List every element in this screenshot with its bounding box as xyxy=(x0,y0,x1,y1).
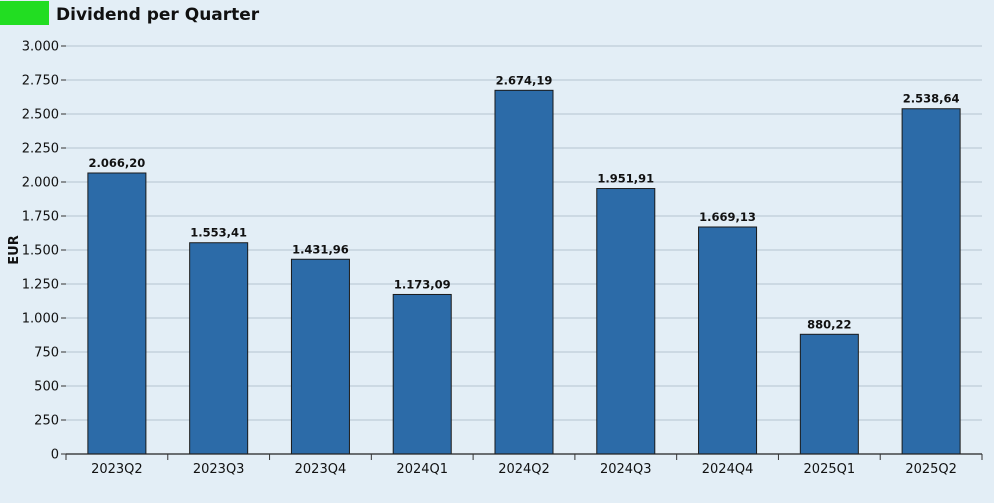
y-tick-label: 1.750 xyxy=(22,210,59,225)
y-tick-label: 250 xyxy=(34,414,59,429)
x-tick-label: 2023Q4 xyxy=(295,462,347,477)
bar-2024Q3 xyxy=(596,188,656,455)
bar-2023Q3 xyxy=(189,242,249,455)
bar-2023Q4 xyxy=(290,258,350,455)
y-tick-label: 1.500 xyxy=(22,244,59,259)
y-tick-label: 3.000 xyxy=(22,40,59,55)
y-tick-label: 2.500 xyxy=(22,108,59,123)
data-label: 2.066,20 xyxy=(89,156,146,170)
data-label: 1.431,96 xyxy=(292,242,349,256)
y-axis: 0 250 500 750 1.000 1.250 1.500 1.750 2.000 2.250… xyxy=(7,40,66,463)
data-label: 1.553,41 xyxy=(190,226,247,240)
bar-2024Q1 xyxy=(392,293,452,455)
x-tick-label: 2024Q3 xyxy=(600,462,652,477)
bar-2023Q2 xyxy=(87,172,147,455)
x-tick-label: 2024Q1 xyxy=(396,462,448,477)
bar-2024Q2 xyxy=(494,89,554,455)
x-tick-label: 2024Q4 xyxy=(702,462,754,477)
chart-title: Dividend per Quarter xyxy=(56,5,260,25)
chart-header: Dividend per Quarter xyxy=(0,0,994,28)
data-label: 1.669,13 xyxy=(699,210,756,224)
y-tick-label: 2.750 xyxy=(22,74,59,89)
x-tick-label: 2025Q2 xyxy=(905,462,957,477)
data-label: 2.674,19 xyxy=(496,73,553,87)
bar-2024Q4 xyxy=(698,226,758,455)
x-tick-label: 2023Q2 xyxy=(91,462,143,477)
x-tick-label: 2025Q1 xyxy=(804,462,856,477)
data-label: 880,22 xyxy=(807,317,851,331)
y-tick-label: 2.250 xyxy=(22,142,59,157)
y-tick-label: 750 xyxy=(34,346,59,361)
x-tick-label: 2023Q3 xyxy=(193,462,245,477)
bar-2025Q1 xyxy=(799,333,859,455)
title-color-swatch xyxy=(0,1,49,25)
bars xyxy=(87,89,961,455)
y-tick-label: 2.000 xyxy=(22,176,59,191)
y-tick-label: 0 xyxy=(51,448,59,463)
y-tick-label: 1.250 xyxy=(22,278,59,293)
y-axis-label: EUR xyxy=(7,235,22,264)
y-tick-label: 1.000 xyxy=(22,312,59,327)
x-tick-label: 2024Q2 xyxy=(498,462,550,477)
data-label: 1.173,09 xyxy=(394,277,451,291)
bar-2025Q2 xyxy=(901,108,961,455)
y-tick-label: 500 xyxy=(34,380,59,395)
x-axis: 2023Q2 2023Q3 2023Q4 2024Q1 2024Q2 2024Q3 2024… xyxy=(65,453,983,477)
data-label: 1.951,91 xyxy=(597,172,654,186)
data-label: 2.538,64 xyxy=(903,92,960,106)
data-labels: 2.066,20 1.553,41 1.431,96 1.173,09 2.674,19… xyxy=(89,73,960,331)
